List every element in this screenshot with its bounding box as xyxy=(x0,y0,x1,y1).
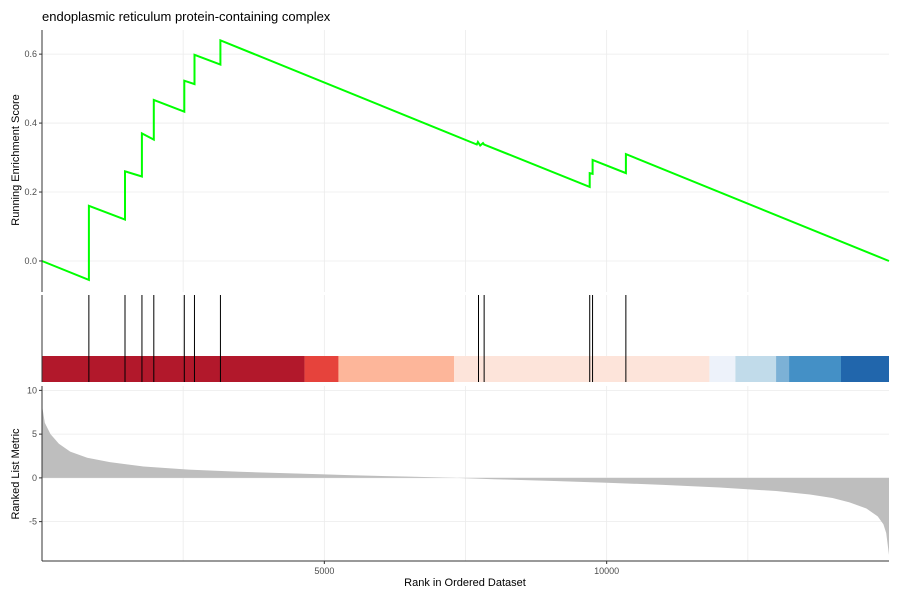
color-bar-segment xyxy=(841,356,889,382)
enrichment-panel: 0.0 0.2 0.4 0.6 Running Enrichment Score xyxy=(10,30,890,292)
color-bar-segment xyxy=(454,356,710,382)
color-bar-segment xyxy=(735,356,777,382)
y-axis-title-metric: Ranked List Metric xyxy=(10,428,22,520)
x-tick-label: 10000 xyxy=(594,566,619,576)
y-tick-label: 10 xyxy=(27,385,37,395)
color-bar-segment xyxy=(776,356,790,382)
y-tick-label: 0.2 xyxy=(24,187,37,197)
y-tick-label: 5 xyxy=(32,429,37,439)
color-bar-segment xyxy=(709,356,736,382)
chart-title: endoplasmic reticulum protein-containing… xyxy=(42,9,331,24)
y-tick-label: -5 xyxy=(29,517,37,527)
ranked-metric-panel: -5 0 5 10 5000 10000 Ranked List Metric Rank… xyxy=(10,385,889,589)
color-bar-segment xyxy=(789,356,842,382)
y-tick-label: 0.6 xyxy=(24,49,37,59)
ranked-metric-area xyxy=(42,405,889,555)
x-tick-label: 5000 xyxy=(314,566,334,576)
y-tick-label: 0.4 xyxy=(24,118,37,128)
enrichment-score-line xyxy=(41,38,890,282)
color-bar-segment xyxy=(304,356,339,382)
x-axis-title: Rank in Ordered Dataset xyxy=(404,577,526,589)
hits-panel xyxy=(41,295,889,382)
color-bar-segment xyxy=(42,356,305,382)
y-axis-title-enrichment: Running Enrichment Score xyxy=(10,94,22,225)
y-tick-label: 0.0 xyxy=(24,256,37,266)
y-tick-label: 0 xyxy=(32,473,37,483)
color-bar-segment xyxy=(338,356,455,382)
